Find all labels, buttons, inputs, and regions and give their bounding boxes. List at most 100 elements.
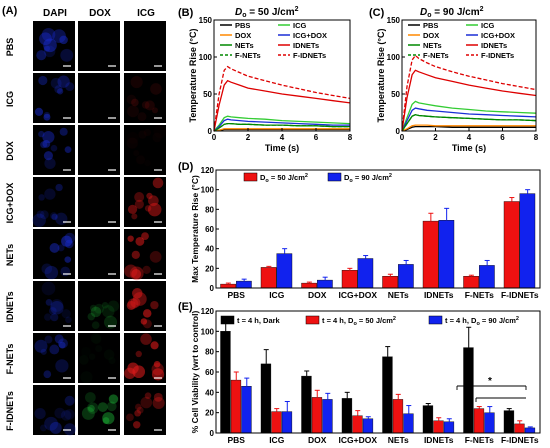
micrograph-dapi xyxy=(33,21,75,71)
cell-blob xyxy=(131,269,142,279)
legend-label: ICG+DOX xyxy=(481,31,515,40)
cell-blob xyxy=(39,210,49,220)
cell-blob xyxy=(153,392,163,402)
micrograph-dox xyxy=(78,73,120,123)
legend-swatch xyxy=(243,172,258,182)
series-line xyxy=(401,69,537,132)
bar xyxy=(479,265,495,289)
category-label: PBS xyxy=(228,290,246,300)
legend-label: F-IDNETs xyxy=(481,51,514,60)
category-label: F-NETs xyxy=(465,435,494,445)
bar xyxy=(362,418,374,434)
legend-label-part: 2 xyxy=(389,173,392,179)
cell-blob xyxy=(152,396,165,410)
cell-blob xyxy=(50,144,58,152)
cell-blob xyxy=(106,401,117,412)
legend-label: F-IDNETs xyxy=(293,51,326,60)
panel-b-title-d: D xyxy=(235,7,242,18)
y-tick-label: 60 xyxy=(205,368,214,377)
cell-blob xyxy=(135,236,145,246)
cell-blob xyxy=(44,265,59,280)
cell-blob xyxy=(127,235,134,242)
x-tick-label: 8 xyxy=(348,133,353,142)
legend-label: IDNETs xyxy=(293,41,319,50)
cell-blob xyxy=(136,155,145,164)
y-tick-label: 150 xyxy=(199,16,213,25)
bar xyxy=(382,356,393,434)
cell-blob xyxy=(54,85,63,94)
panel-c-label: (C) xyxy=(369,7,385,19)
cell-blob xyxy=(87,312,96,321)
cell-blob xyxy=(60,266,71,277)
legend-label-part: = 90 J/cm xyxy=(353,173,389,182)
x-tick-label: 4 xyxy=(467,133,472,142)
bar xyxy=(236,280,252,289)
cell-blob xyxy=(43,113,51,121)
series-line xyxy=(213,115,351,132)
cell-blob xyxy=(126,300,136,310)
legend-label: DOX xyxy=(235,31,251,40)
row-label: NETs xyxy=(5,244,15,266)
cell-blob xyxy=(107,300,120,312)
cell-blob xyxy=(81,347,91,357)
cell-blob xyxy=(131,213,138,220)
cell-blob xyxy=(150,300,159,310)
bar xyxy=(341,270,358,289)
bar xyxy=(220,283,236,289)
cell-blob xyxy=(39,32,52,46)
bar xyxy=(322,399,333,434)
cell-blob xyxy=(42,130,55,144)
cell-blob xyxy=(51,213,58,221)
cell-blob xyxy=(134,409,141,417)
row-label: IDNETs xyxy=(5,291,15,322)
bar xyxy=(311,397,323,434)
legend-label: IDNETs xyxy=(481,41,507,50)
legend-label-part: D xyxy=(344,173,350,182)
bar xyxy=(271,411,282,434)
cell-blob xyxy=(147,202,162,217)
cell-blob xyxy=(50,212,58,220)
bar xyxy=(422,220,439,289)
cell-blob xyxy=(144,392,152,399)
legend-label-part: o xyxy=(265,178,269,184)
cell-blob xyxy=(150,341,159,350)
row-label: DOX xyxy=(5,141,15,161)
y-tick-label: 0 xyxy=(208,127,213,136)
cell-blob xyxy=(43,45,51,52)
cell-blob xyxy=(59,35,68,45)
cell-blob xyxy=(42,139,51,148)
x-tick-label: 6 xyxy=(314,133,319,142)
bar xyxy=(503,410,515,434)
micrograph-dox xyxy=(78,229,120,279)
legend-label: ICG xyxy=(293,21,307,30)
panel-b-title-rest: = 50 J/cm xyxy=(247,7,295,18)
cell-blob xyxy=(40,141,48,149)
bar xyxy=(514,423,525,434)
category-label: F-IDNETs xyxy=(501,435,539,445)
bar xyxy=(301,375,312,434)
panel-c-title: Do = 90 J/cm2 xyxy=(420,6,484,19)
x-tick-label: 4 xyxy=(280,133,285,142)
cell-blob xyxy=(133,421,141,429)
x-axis-label: Time (s) xyxy=(265,143,299,153)
cell-blob xyxy=(65,316,72,324)
y-tick-label: 60 xyxy=(205,225,214,234)
category-label: DOX xyxy=(308,435,327,445)
micrograph-dapi xyxy=(33,333,75,383)
cell-blob xyxy=(104,349,115,360)
y-axis-label: Temperature Rise (°C) xyxy=(376,29,386,123)
micrograph-dapi xyxy=(33,177,75,227)
legend-label-part: = 50 J/cm xyxy=(269,173,305,182)
micrograph-dapi xyxy=(33,125,75,175)
legend-swatch xyxy=(327,172,342,182)
y-tick-label: 40 xyxy=(205,388,214,397)
y-tick-label: 0 xyxy=(210,284,215,293)
bar xyxy=(484,412,495,434)
cell-blob xyxy=(44,335,53,344)
y-tick-label: 100 xyxy=(201,327,215,336)
cell-blob xyxy=(49,421,62,434)
micrograph-icg xyxy=(124,125,166,175)
legend-label: F-NETs xyxy=(235,51,261,60)
